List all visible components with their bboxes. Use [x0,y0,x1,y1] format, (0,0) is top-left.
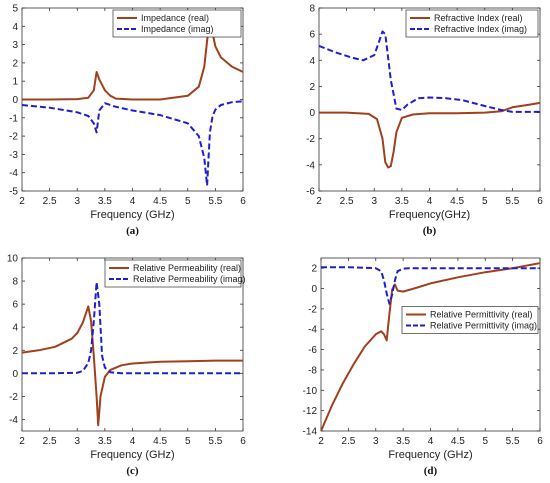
y-tick-label: 10 [7,254,19,265]
y-tick-label: 4 [309,56,315,67]
x-tick-label: 5.5 [208,436,222,447]
panel-d: 2 2.5 3 3.5 4 4.5 5 5.5 6 -14 -12 -10 -8 -6 -4 -2 0 2 Rela… [303,258,544,477]
x-tick-label: 6 [537,196,543,207]
legend-label: Refractive Index (imag) [434,24,527,34]
x-tick-label: 3 [373,436,379,447]
x-tick-label: 3 [74,196,80,207]
legend-label: Refractive Index (real) [434,13,523,23]
legend: Refractive Index (real)Refractive Index … [406,10,538,37]
y-tick-label: 2 [311,264,317,275]
x-tick-label: 2 [19,436,25,447]
y-tick-label: 2 [309,82,315,93]
legend: Relative Permeability (real)Relative Per… [105,260,246,287]
legend: Relative Permittivity (real)Relative Per… [402,306,538,333]
y-tick-label: 8 [309,4,315,15]
panel-caption: (a) [126,225,139,237]
legend-label: Impedance (real) [141,13,209,23]
x-tick-label: 3.5 [98,196,112,207]
x-tick-label: 5.5 [505,196,519,207]
legend-label: Relative Permeability (imag) [133,274,246,284]
x-tick-label: 4 [130,196,136,207]
x-axis-label: Frequency (GHz) [388,449,472,461]
y-tick-label: -3 [9,150,18,161]
x-tick-label: 2.5 [340,196,354,207]
panel-caption: (d) [424,465,438,477]
legend-label: Relative Permeability (real) [133,263,241,273]
y-tick-label: 8 [12,277,18,288]
legend-label: Impedance (imag) [141,24,214,34]
y-tick-label: 0 [12,95,18,106]
y-tick-label: 3 [12,40,18,51]
x-tick-label: 2 [19,196,25,207]
panel-caption: (b) [423,225,437,237]
x-tick-label: 6 [240,196,246,207]
y-tick-label: -2 [9,132,18,143]
legend-label: Relative Permittivity (real) [430,309,533,319]
y-tick-label: 0 [311,284,317,295]
y-tick-label: 5 [12,4,18,15]
y-tick-label: -2 [308,304,317,315]
y-tick-label: -6 [306,187,315,198]
x-tick-label: 5 [185,196,191,207]
y-tick-label: -10 [303,386,318,397]
x-tick-label: 5 [482,436,488,447]
panel-c: 2 2.5 3 3.5 4 4.5 5 5.5 6 -4 -2 0 2 4 6 8 10 Relative Per… [7,254,246,478]
y-tick-label: 2 [12,346,18,357]
legend: Impedance (real)Impedance (imag) [113,10,241,37]
y-tick-label: 0 [12,369,18,380]
y-tick-label: -14 [303,427,318,438]
y-tick-label: -4 [9,415,18,426]
y-tick-label: 2 [12,58,18,69]
y-tick-label: -4 [306,160,315,171]
x-tick-label: 4.5 [153,436,167,447]
x-axis-label: Frequency (GHz) [90,449,174,461]
panel-b: 2 2.5 3 3.5 4 4.5 5 5.5 6 -6 -4 -2 0 2 4 6 8 Refractive I… [306,4,543,238]
x-tick-label: 4 [130,436,136,447]
y-tick-label: 1 [12,77,18,88]
x-tick-label: 6 [537,436,543,447]
y-tick-label: 4 [12,323,18,334]
x-tick-label: 2.5 [43,196,57,207]
x-tick-label: 3.5 [396,436,410,447]
x-tick-label: 5.5 [506,436,520,447]
y-tick-label: -4 [9,168,18,179]
y-tick-label: -12 [303,406,318,417]
x-tick-label: 5.5 [208,196,222,207]
x-tick-label: 2 [316,196,322,207]
y-tick-label: -8 [308,365,317,376]
y-tick-label: -6 [308,345,317,356]
x-tick-label: 4 [428,436,434,447]
y-tick-label: -1 [9,113,18,124]
x-tick-label: 2 [318,436,324,447]
x-tick-label: 3 [74,436,80,447]
x-tick-label: 2.5 [341,436,355,447]
y-tick-label: -4 [308,325,317,336]
x-tick-label: 6 [240,436,246,447]
x-tick-label: 3.5 [395,196,409,207]
x-tick-label: 5 [482,196,488,207]
x-tick-label: 3 [371,196,377,207]
x-tick-label: 4 [427,196,433,207]
x-axis-label: Frequency (GHz) [90,209,174,221]
panel-caption: (c) [126,465,139,477]
y-tick-label: -2 [9,392,18,403]
y-tick-label: 6 [12,300,18,311]
x-tick-label: 2.5 [43,436,57,447]
y-tick-label: 6 [309,30,315,41]
panel-a: 2 2.5 3 3.5 4 4.5 5 5.5 6 -5 -4 -3 -2 -1 0 1 2 3 4 5 Impedan… [9,4,246,238]
y-tick-label: -2 [306,134,315,145]
y-tick-label: 4 [12,22,18,33]
x-axis-label: Frequency(GHz) [389,209,470,221]
x-tick-label: 3.5 [98,436,112,447]
x-tick-label: 5 [185,436,191,447]
y-tick-label: -5 [9,187,18,198]
y-tick-label: 0 [309,108,315,119]
x-tick-label: 4.5 [450,196,464,207]
x-tick-label: 4.5 [153,196,167,207]
x-tick-label: 4.5 [451,436,465,447]
legend-label: Relative Permittivity (imag) [430,320,537,330]
